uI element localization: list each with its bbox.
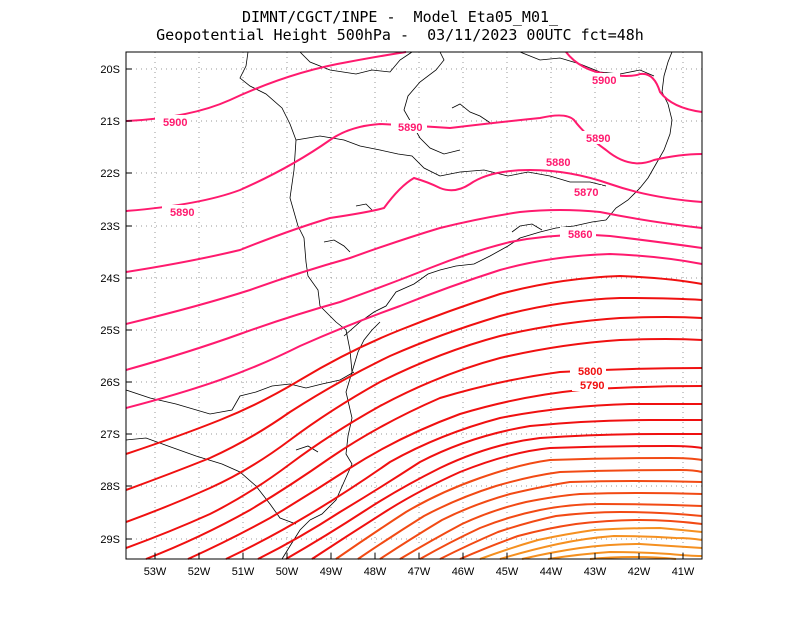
chart-title-line1: DIMNT/CGCT/INPE - Model Eta05_M01_	[241, 8, 559, 26]
lon-label-49w: 49W	[320, 566, 343, 578]
contour-label-5890-a: 5890	[398, 122, 422, 134]
contour-label-5870: 5870	[574, 187, 598, 199]
lon-label-44w: 44W	[540, 566, 563, 578]
lon-label-52w: 52W	[188, 566, 211, 578]
contour-label-5900-a: 5900	[592, 75, 616, 87]
lat-label-27s: 27S	[100, 429, 120, 441]
lon-label-48w: 48W	[364, 566, 387, 578]
contour-label-5880: 5880	[546, 157, 570, 169]
lon-label-41w: 41W	[672, 566, 695, 578]
lon-label-47w: 47W	[408, 566, 431, 578]
contour-label-5890-b: 5890	[586, 133, 610, 145]
contour-label-5900-b: 5900	[163, 117, 187, 129]
lat-labels: 20S 21S 22S 23S 24S 25S 26S 27S 28S 29S	[100, 64, 120, 546]
lon-labels: 53W 52W 51W 50W 49W 48W 47W 46W 45W 44W …	[144, 566, 695, 578]
contours-lowest	[479, 526, 703, 560]
lat-label-21s: 21S	[100, 116, 120, 128]
contours-mid	[125, 274, 703, 560]
contour-label-5790: 5790	[580, 380, 604, 392]
lon-label-51w: 51W	[232, 566, 255, 578]
contour-label-5860: 5860	[568, 229, 592, 241]
lon-label-42w: 42W	[628, 566, 651, 578]
lat-label-29s: 29S	[100, 534, 120, 546]
contour-label-5890-c: 5890	[170, 207, 194, 219]
contour-labels: 5900 5900 5890 5890 5890 5880 5870 5860 …	[155, 73, 620, 392]
tick-marks	[126, 68, 684, 559]
lat-label-23s: 23S	[100, 221, 120, 233]
lat-label-26s: 26S	[100, 377, 120, 389]
coastline-and-borders	[125, 51, 673, 560]
lat-label-25s: 25S	[100, 325, 120, 337]
lat-label-28s: 28S	[100, 481, 120, 493]
plot-frame	[125, 51, 703, 560]
lat-label-22s: 22S	[100, 168, 120, 180]
contours-low	[335, 456, 703, 560]
lon-label-46w: 46W	[452, 566, 475, 578]
contour-label-5800: 5800	[578, 366, 602, 378]
lat-label-20s: 20S	[100, 64, 120, 76]
contours-high	[125, 51, 703, 409]
lon-label-43w: 43W	[584, 566, 607, 578]
chart-title-line2: Geopotential Height 500hPa - 03/11/2023 …	[156, 26, 644, 44]
lon-label-53w: 53W	[144, 566, 167, 578]
lon-label-50w: 50W	[276, 566, 299, 578]
lon-label-45w: 45W	[496, 566, 519, 578]
lat-label-24s: 24S	[100, 273, 120, 285]
